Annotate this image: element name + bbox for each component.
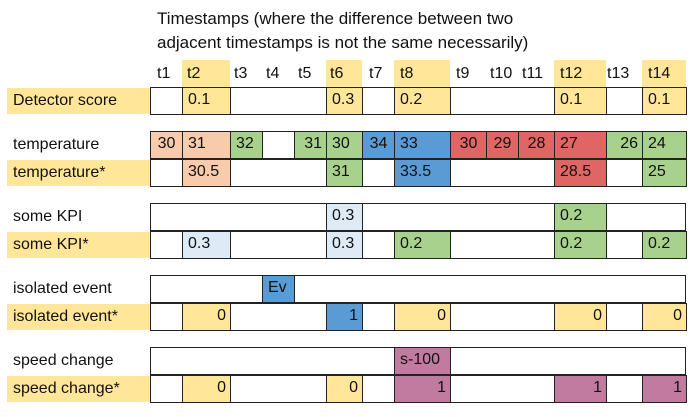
cell-isolated-event-star-t14: 0 [642,303,687,331]
cell-detector-score-t8: 0.2 [394,87,451,115]
cell-speed-change-star-t8: 1 [394,375,451,403]
cell-temperature-t8: 33 [394,131,451,159]
cell-temperature-star-t12: 28.5 [554,159,607,187]
cell-some-kpi-star-t8: 0.2 [394,231,451,259]
cell-temperature-star-t14: 25 [642,159,687,187]
cell-temperature-t11: 28 [518,131,555,159]
row-label-isolated-event-star: isolated event* [7,304,150,330]
cell-detector-score-t12: 0.1 [554,87,607,115]
cell-temperature-t1: 30 [150,131,183,159]
cell-some-kpi-star-t6: 0.3 [326,231,363,259]
cell-speed-change-star-t12: 1 [554,375,607,403]
cell-temperature-t7: 34 [362,131,395,159]
cell-temperature-t13: 26 [606,131,643,159]
timestamp-header-t4: t4 [266,65,280,82]
cell-temperature-star-t2: 30.5 [182,159,231,187]
cell-speed-change-star-t14: 1 [642,375,687,403]
row-label-detector-score: Detector score [7,88,150,114]
cell-temperature-t9: 30 [450,131,487,159]
row-label-some-kpi-star: some KPI* [7,232,150,258]
row-label-temperature-star: temperature* [7,160,150,186]
cell-temperature-t5: 31 [294,131,327,159]
timestamp-header-t3: t3 [234,65,248,82]
row-label-speed-change-star: speed change* [7,376,150,402]
cell-some-kpi-star-t14: 0.2 [642,231,687,259]
cell-speed-change-star-t2: 0 [182,375,231,403]
cell-detector-score-t6: 0.3 [326,87,363,115]
timestamp-header-t8: t8 [394,60,450,87]
row-label-some-kpi: some KPI [13,208,83,225]
timestamp-header-t12: t12 [554,60,606,87]
timestamp-header-t13: t13 [607,65,630,82]
row-label-isolated-event: isolated event [13,280,112,297]
cell-isolated-event-star-t12: 0 [554,303,607,331]
cell-speed-change-t8: s-100 [394,347,451,375]
cell-temperature-t10: 29 [486,131,519,159]
cell-detector-score-t14: 0.1 [642,87,687,115]
cell-temperature-t2: 31 [182,131,231,159]
cell-isolated-event-star-t2: 0 [182,303,231,331]
timestamp-header-t6: t6 [326,60,362,87]
timestamp-header-t5: t5 [298,65,312,82]
cell-isolated-event-star-t8: 0 [394,303,451,331]
cell-temperature-star-t6: 31 [326,159,363,187]
cell-temperature-t6: 30 [326,131,363,159]
cell-temperature-t14: 24 [642,131,687,159]
timestamp-header-t9: t9 [456,65,470,82]
timestamp-header-t1: t1 [157,65,171,82]
cell-speed-change-star-t6: 0 [326,375,363,403]
cell-detector-score-t2: 0.1 [182,87,231,115]
cell-some-kpi-t6: 0.3 [326,203,363,231]
cell-temperature-t12: 27 [554,131,607,159]
row-label-speed-change: speed change [13,352,114,369]
diagram-title: Timestamps (where the difference between… [157,7,597,55]
cell-some-kpi-t12: 0.2 [554,203,607,231]
cell-some-kpi-star-t12: 0.2 [554,231,607,259]
cell-temperature-t3: 32 [230,131,263,159]
row-label-temperature: temperature [13,136,100,153]
cell-some-kpi-star-t2: 0.3 [182,231,231,259]
timestamp-header-t7: t7 [369,65,383,82]
cell-temperature-t4 [262,131,295,159]
cell-isolated-event-star-t6: 1 [326,303,363,331]
cell-temperature-star-t8: 33.5 [394,159,451,187]
timestamp-header-t10: t10 [490,65,513,82]
title-line-1: Timestamps (where the difference between… [157,9,514,28]
row-track-isolated-event [150,275,686,303]
title-line-2: adjacent timestamps is not the same nece… [157,33,529,52]
timestamp-header-t14: t14 [642,60,686,87]
timestamp-header-t11: t11 [522,65,544,82]
timestamp-header-t2: t2 [182,60,230,87]
cell-isolated-event-t4: Ev [262,275,295,303]
